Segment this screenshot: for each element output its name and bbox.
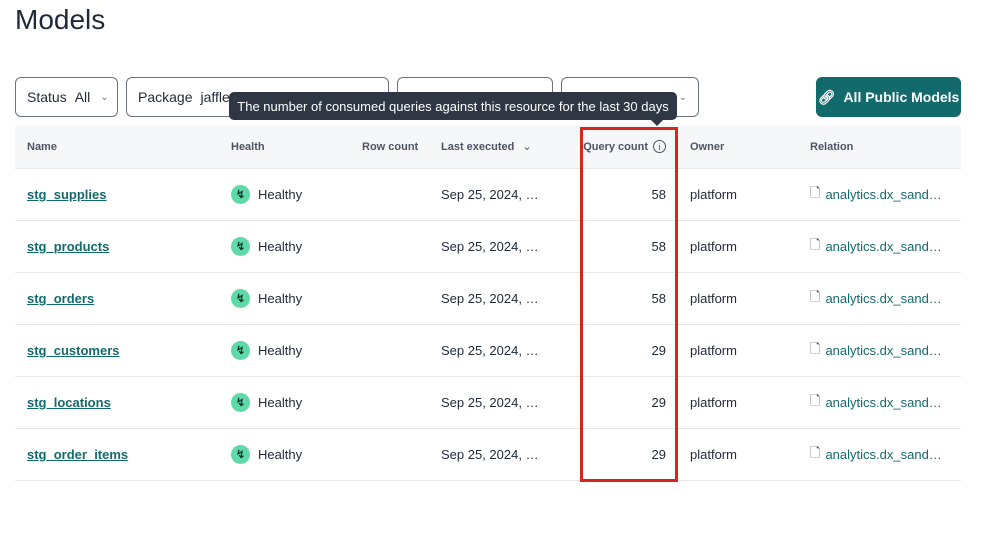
health-label: Healthy (258, 291, 303, 306)
health-cell: ↯ Healthy (231, 169, 302, 220)
relation-text: analytics.dx_sand… (825, 343, 942, 358)
health-label: Healthy (258, 343, 303, 358)
relation-text: analytics.dx_sand… (825, 291, 942, 306)
copy-icon[interactable]: 🗋︎ (810, 392, 821, 408)
col-last-executed[interactable]: Last executed ⌄ (441, 125, 532, 168)
relation-link[interactable]: 🗋︎ analytics.dx_sand… (810, 169, 942, 220)
query-count: 29 (651, 395, 666, 410)
relation-link[interactable]: 🗋︎ analytics.dx_sand… (810, 221, 942, 272)
col-owner[interactable]: Owner (690, 140, 725, 153)
health-label: Healthy (258, 239, 303, 254)
owner: platform (690, 239, 737, 254)
all-public-models-button[interactable]: 🔗︎ All Public Models (816, 77, 961, 117)
model-name-link[interactable]: stg_customers (27, 343, 120, 358)
health-pulse-icon: ↯ (231, 289, 250, 308)
last-executed: Sep 25, 2024, … (441, 187, 539, 202)
owner: platform (690, 447, 737, 462)
owner: platform (690, 395, 737, 410)
copy-icon[interactable]: 🗋︎ (810, 340, 821, 356)
query-count: 29 (651, 343, 666, 358)
last-executed: Sep 25, 2024, … (441, 343, 539, 358)
health-pulse-icon: ↯ (231, 393, 250, 412)
health-pulse-icon: ↯ (231, 185, 250, 204)
health-pulse-icon: ↯ (231, 341, 250, 360)
filter-value: All (74, 89, 91, 105)
health-label: Healthy (258, 447, 303, 462)
health-label: Healthy (258, 187, 303, 202)
chevron-down-icon: ⌄ (100, 91, 109, 103)
table-row[interactable]: stg_orders ↯ Healthy Sep 25, 2024, … 58 p… (15, 273, 961, 325)
last-executed: Sep 25, 2024, … (441, 447, 539, 462)
copy-icon[interactable]: 🗋︎ (810, 288, 821, 304)
chevron-down-icon: ⌄ (678, 91, 687, 103)
query-count: 29 (651, 447, 666, 462)
health-pulse-icon: ↯ (231, 237, 250, 256)
query-count: 58 (651, 291, 666, 306)
col-label: Last executed (441, 140, 515, 153)
query-count: 58 (651, 187, 666, 202)
health-cell: ↯ Healthy (231, 377, 302, 428)
copy-icon[interactable]: 🗋︎ (810, 236, 821, 252)
info-icon[interactable]: i (653, 140, 666, 153)
owner: platform (690, 187, 737, 202)
model-name-link[interactable]: stg_products (27, 239, 110, 254)
last-executed: Sep 25, 2024, … (441, 395, 539, 410)
relation-text: analytics.dx_sand… (825, 187, 942, 202)
model-name-link[interactable]: stg_order_items (27, 447, 129, 462)
filter-label: Status (27, 89, 67, 105)
model-name-link[interactable]: stg_supplies (27, 187, 107, 202)
relation-link[interactable]: 🗋︎ analytics.dx_sand… (810, 429, 942, 480)
link-icon: 🔗︎ (817, 88, 836, 105)
relation-text: analytics.dx_sand… (825, 239, 942, 254)
button-label: All Public Models (843, 89, 960, 105)
model-name-link[interactable]: stg_locations (27, 395, 111, 410)
col-relation[interactable]: Relation (810, 140, 854, 153)
models-table: Name Health Row count Last executed ⌄ Que… (15, 125, 961, 481)
filter-label: Package (138, 89, 193, 105)
health-cell: ↯ Healthy (231, 221, 302, 272)
relation-link[interactable]: 🗋︎ analytics.dx_sand… (810, 377, 942, 428)
relation-text: analytics.dx_sand… (825, 447, 942, 462)
last-executed: Sep 25, 2024, … (441, 291, 539, 306)
tooltip: The number of consumed queries against t… (229, 92, 677, 126)
owner: platform (690, 291, 737, 306)
model-name-link[interactable]: stg_orders (27, 291, 95, 306)
table-header: Name Health Row count Last executed ⌄ Que… (15, 125, 961, 169)
page-title: Models (15, 4, 106, 35)
copy-icon[interactable]: 🗋︎ (810, 184, 821, 200)
health-pulse-icon: ↯ (231, 445, 250, 464)
table-row[interactable]: stg_customers ↯ Healthy Sep 25, 2024, … 2… (15, 325, 961, 377)
copy-icon[interactable]: 🗋︎ (810, 444, 821, 460)
health-label: Healthy (258, 395, 303, 410)
health-cell: ↯ Healthy (231, 325, 302, 376)
relation-link[interactable]: 🗋︎ analytics.dx_sand… (810, 325, 942, 376)
table-row[interactable]: stg_products ↯ Healthy Sep 25, 2024, … 58… (15, 221, 961, 273)
health-cell: ↯ Healthy (231, 429, 302, 480)
table-row[interactable]: stg_locations ↯ Healthy Sep 25, 2024, … 2… (15, 377, 961, 429)
last-executed: Sep 25, 2024, … (441, 239, 539, 254)
status-filter[interactable]: Status All ⌄ (15, 77, 118, 117)
col-name[interactable]: Name (27, 140, 57, 153)
col-health[interactable]: Health (231, 140, 265, 153)
col-row-count[interactable]: Row count (362, 140, 419, 153)
relation-link[interactable]: 🗋︎ analytics.dx_sand… (810, 273, 942, 324)
col-query-count[interactable]: Query count i (580, 125, 666, 168)
owner: platform (690, 343, 737, 358)
sort-chevron-icon: ⌄ (522, 141, 532, 153)
col-label: Query count (583, 140, 648, 153)
table-row[interactable]: stg_supplies ↯ Healthy Sep 25, 2024, … 58… (15, 169, 961, 221)
query-count: 58 (651, 239, 666, 254)
relation-text: analytics.dx_sand… (825, 395, 942, 410)
table-row[interactable]: stg_order_items ↯ Healthy Sep 25, 2024, …… (15, 429, 961, 481)
filter-value: jaffle_ (200, 89, 238, 105)
health-cell: ↯ Healthy (231, 273, 302, 324)
highlight-box (580, 127, 678, 482)
